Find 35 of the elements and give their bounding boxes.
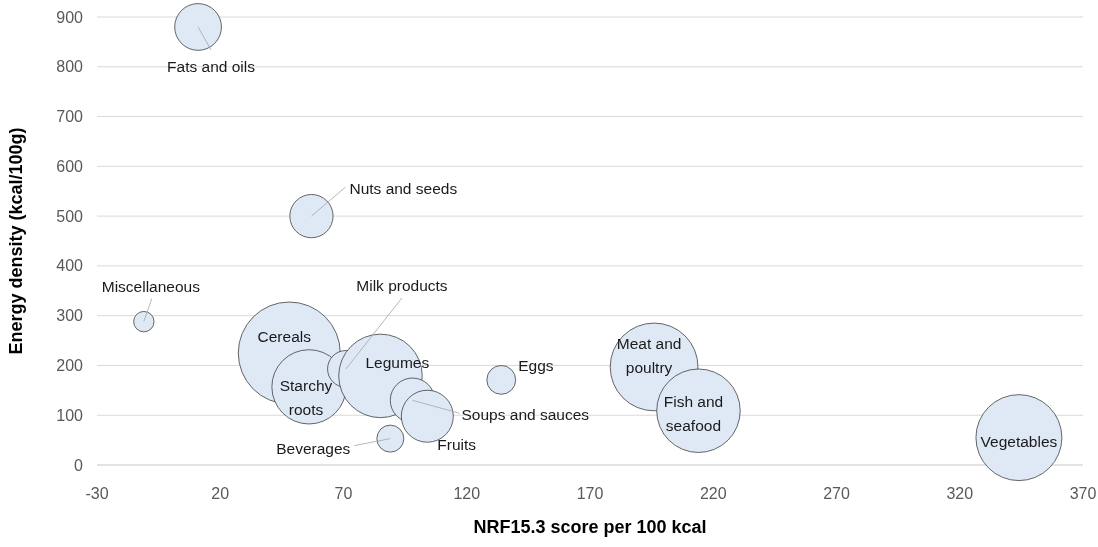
y-axis-title: Energy density (kcal/100g): [6, 127, 26, 355]
x-tick-label: 20: [211, 484, 230, 502]
annotation: Meat and poultry: [616, 334, 682, 376]
x-tick-label: -30: [85, 484, 109, 502]
y-tick-label: 300: [56, 307, 84, 325]
x-tick-label: 320: [946, 484, 974, 502]
y-tick-label: 600: [56, 157, 84, 175]
x-axis-title: NRF15.3 score per 100 kcal: [473, 517, 707, 537]
y-tick-label: 700: [56, 108, 84, 126]
y-tick-label: 800: [56, 58, 84, 76]
annotation: Eggs: [518, 356, 554, 374]
annotation: Milk products: [356, 276, 448, 294]
x-tick-label: 220: [699, 484, 727, 502]
y-tick-label: 200: [56, 356, 84, 374]
annotation: Nuts and seeds: [349, 179, 458, 197]
annotation: Legumes: [365, 353, 430, 371]
annotation: Starchy roots: [279, 376, 333, 418]
x-tick-label: 70: [334, 484, 353, 502]
annotation: Miscellaneous: [101, 277, 201, 295]
annotation: Cereals: [257, 327, 312, 345]
y-tick-label: 100: [56, 406, 84, 424]
annotation: Fats and oils: [167, 57, 256, 75]
y-tick-label: 400: [56, 257, 84, 275]
x-tick-label: 170: [576, 484, 604, 502]
y-tick-label: 0: [74, 456, 84, 474]
annotation: Beverages: [276, 439, 351, 457]
annotation: Fruits: [437, 435, 477, 453]
annotation: Vegetables: [980, 432, 1058, 450]
y-tick-label: 900: [56, 8, 84, 26]
x-tick-label: 120: [453, 484, 481, 502]
y-tick-label: 500: [56, 207, 84, 225]
annotation: Soups and sauces: [461, 405, 590, 423]
annotation: Fish and seafood: [663, 392, 724, 434]
x-tick-label: 370: [1069, 484, 1097, 502]
x-tick-label: 270: [823, 484, 850, 502]
